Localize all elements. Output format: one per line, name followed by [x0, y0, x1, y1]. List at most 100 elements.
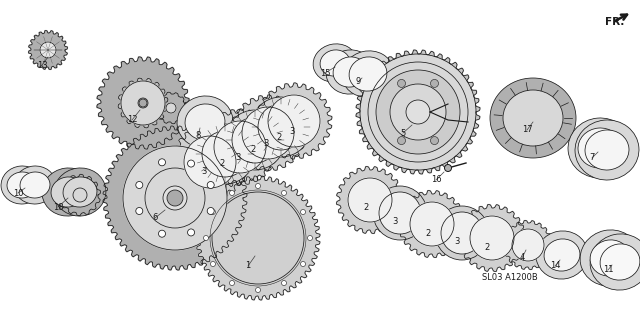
Ellipse shape	[544, 239, 580, 271]
Text: SL03 A1200B: SL03 A1200B	[482, 273, 538, 283]
Ellipse shape	[177, 96, 233, 148]
Circle shape	[360, 54, 476, 170]
Polygon shape	[196, 176, 320, 300]
Ellipse shape	[63, 177, 97, 207]
Circle shape	[188, 160, 195, 167]
Circle shape	[130, 153, 220, 243]
Ellipse shape	[1, 166, 43, 204]
Text: 2: 2	[276, 133, 282, 141]
Circle shape	[282, 281, 287, 285]
Text: 2: 2	[364, 203, 369, 213]
Ellipse shape	[333, 57, 367, 87]
Circle shape	[301, 209, 305, 215]
Circle shape	[251, 97, 311, 157]
Circle shape	[136, 208, 143, 215]
Polygon shape	[504, 220, 552, 270]
Circle shape	[230, 281, 234, 285]
Circle shape	[195, 124, 255, 184]
Circle shape	[255, 288, 260, 293]
Polygon shape	[172, 124, 248, 200]
Polygon shape	[60, 174, 100, 216]
Circle shape	[123, 146, 227, 250]
Text: 11: 11	[603, 266, 613, 274]
Ellipse shape	[490, 78, 576, 158]
Circle shape	[431, 137, 438, 145]
Circle shape	[398, 92, 438, 132]
Text: 3: 3	[202, 168, 207, 176]
Text: 6: 6	[152, 214, 157, 222]
Circle shape	[268, 95, 320, 147]
Circle shape	[282, 191, 287, 196]
Polygon shape	[256, 83, 332, 159]
Circle shape	[166, 103, 176, 113]
Text: 12: 12	[127, 116, 137, 124]
Ellipse shape	[590, 234, 640, 290]
Circle shape	[139, 99, 147, 107]
Circle shape	[232, 117, 278, 163]
Text: 4: 4	[520, 254, 525, 262]
Ellipse shape	[54, 168, 106, 216]
Circle shape	[204, 236, 209, 240]
Text: 18: 18	[52, 203, 63, 211]
Ellipse shape	[600, 244, 640, 280]
Ellipse shape	[320, 50, 350, 76]
Polygon shape	[97, 57, 189, 149]
Text: 5: 5	[401, 129, 406, 138]
Ellipse shape	[568, 118, 632, 178]
Circle shape	[441, 212, 483, 254]
Circle shape	[207, 181, 214, 188]
Text: 10: 10	[13, 188, 23, 198]
Circle shape	[167, 190, 183, 206]
Circle shape	[373, 186, 427, 240]
Circle shape	[406, 100, 430, 124]
Text: 9: 9	[355, 77, 360, 87]
Circle shape	[121, 81, 165, 125]
Circle shape	[397, 79, 406, 88]
Polygon shape	[399, 191, 465, 257]
Circle shape	[188, 229, 195, 236]
Polygon shape	[356, 50, 480, 174]
Ellipse shape	[326, 50, 374, 94]
Circle shape	[202, 131, 248, 177]
Circle shape	[163, 186, 187, 210]
Circle shape	[138, 98, 148, 108]
Circle shape	[470, 216, 514, 260]
Circle shape	[153, 176, 197, 220]
Polygon shape	[458, 204, 525, 272]
Circle shape	[184, 136, 236, 188]
Circle shape	[40, 42, 56, 58]
Circle shape	[159, 159, 166, 166]
Ellipse shape	[590, 240, 630, 276]
Circle shape	[431, 79, 438, 88]
Circle shape	[307, 236, 312, 240]
Ellipse shape	[14, 166, 56, 204]
Circle shape	[348, 178, 392, 222]
Ellipse shape	[7, 172, 37, 198]
Ellipse shape	[580, 230, 640, 286]
Ellipse shape	[503, 90, 563, 146]
Circle shape	[435, 206, 489, 260]
Circle shape	[512, 229, 544, 261]
Text: 17: 17	[522, 125, 532, 135]
Circle shape	[230, 191, 234, 196]
Text: 3: 3	[263, 139, 269, 147]
Text: 2: 2	[220, 159, 225, 169]
Ellipse shape	[51, 177, 85, 207]
Circle shape	[145, 168, 205, 228]
Circle shape	[211, 261, 216, 266]
Ellipse shape	[20, 172, 50, 198]
Text: 13: 13	[36, 60, 47, 70]
Ellipse shape	[578, 128, 622, 168]
Circle shape	[214, 121, 266, 173]
Ellipse shape	[575, 120, 639, 180]
Circle shape	[136, 181, 143, 188]
Ellipse shape	[585, 130, 629, 170]
Text: 3: 3	[289, 127, 294, 135]
Circle shape	[255, 184, 260, 188]
Text: 2: 2	[426, 228, 431, 238]
Ellipse shape	[349, 57, 387, 91]
Text: 2: 2	[484, 243, 490, 251]
Circle shape	[376, 70, 460, 154]
Circle shape	[379, 192, 421, 234]
Text: 14: 14	[550, 261, 560, 271]
